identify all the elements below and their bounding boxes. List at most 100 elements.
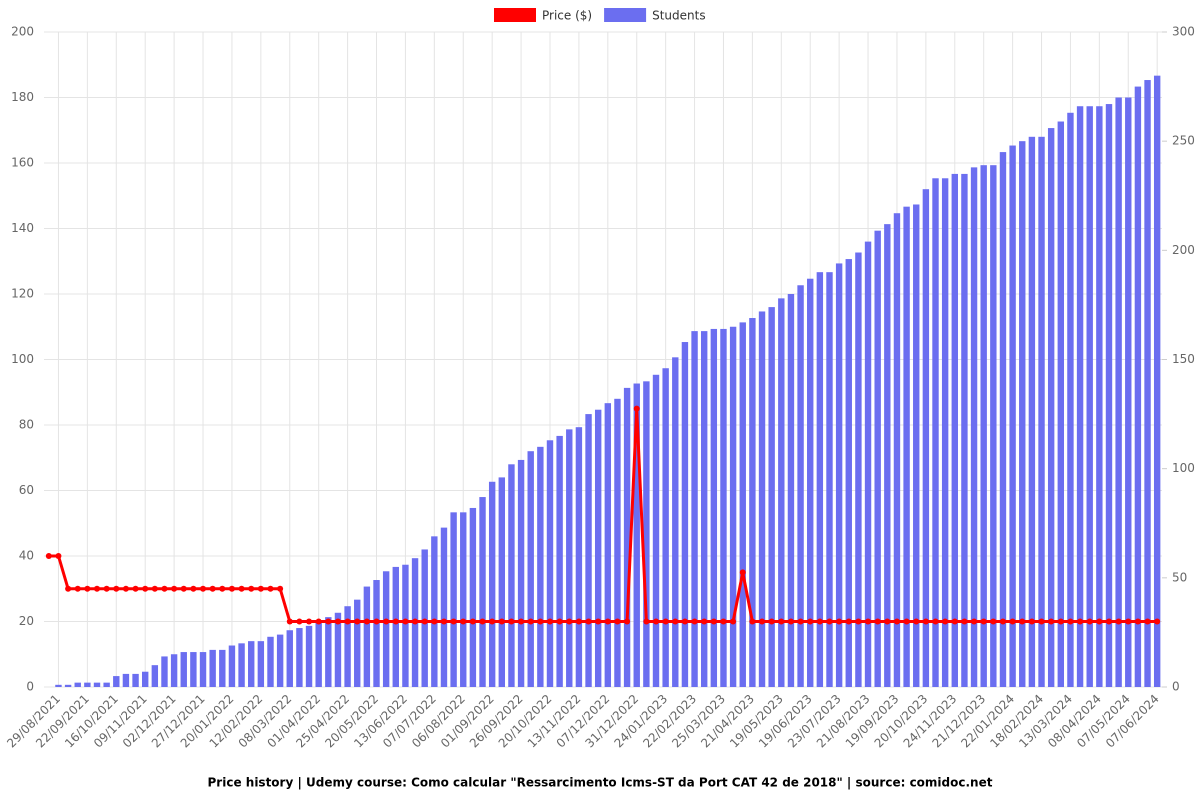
bar — [835, 263, 843, 687]
point — [759, 618, 766, 625]
bar — [941, 178, 949, 688]
point — [1028, 618, 1035, 625]
legend-label: Students — [652, 9, 706, 23]
point — [1134, 618, 1141, 625]
point — [643, 618, 650, 625]
point — [84, 585, 91, 592]
point — [479, 618, 486, 625]
point — [701, 618, 708, 625]
bar — [248, 641, 255, 687]
bar — [479, 497, 486, 687]
point — [1096, 618, 1103, 625]
point — [595, 618, 602, 625]
point — [325, 618, 332, 625]
point — [971, 618, 978, 625]
y-tick-label: 180 — [11, 90, 34, 104]
bar — [440, 527, 448, 687]
point — [363, 618, 370, 625]
bar — [141, 671, 149, 687]
point — [1154, 618, 1161, 625]
point — [209, 585, 216, 592]
point — [836, 618, 843, 625]
point — [932, 618, 939, 625]
bar — [546, 440, 554, 687]
point — [855, 618, 862, 625]
bar — [855, 252, 862, 687]
bar — [392, 566, 399, 687]
bar — [1115, 97, 1122, 687]
point — [739, 569, 746, 576]
point — [951, 618, 958, 625]
point — [710, 618, 717, 625]
bar — [980, 165, 987, 687]
point — [180, 585, 187, 592]
bar — [209, 649, 216, 687]
bar — [893, 213, 901, 687]
point — [922, 618, 929, 625]
point — [1125, 618, 1132, 625]
bar — [103, 682, 110, 687]
point — [575, 618, 582, 625]
bar — [672, 357, 679, 687]
point — [961, 618, 968, 625]
point — [440, 618, 447, 625]
bar — [267, 636, 274, 687]
bar — [691, 331, 698, 687]
y-tick-label: 80 — [19, 418, 34, 432]
bar — [199, 652, 207, 687]
bar — [93, 682, 101, 687]
bar — [402, 564, 409, 687]
bar — [903, 206, 910, 687]
bar — [951, 173, 958, 687]
point — [190, 585, 197, 592]
bar — [585, 414, 592, 687]
point — [990, 618, 997, 625]
point — [55, 553, 62, 559]
point — [980, 618, 987, 625]
point — [74, 585, 81, 592]
point — [807, 618, 814, 625]
point — [999, 618, 1006, 625]
point — [412, 618, 419, 625]
point — [884, 618, 891, 625]
y2-tick-label: 300 — [1172, 25, 1195, 39]
point — [691, 618, 698, 625]
bar — [681, 342, 689, 687]
bar — [970, 167, 978, 687]
point — [200, 585, 207, 592]
point — [238, 585, 245, 592]
point — [132, 585, 139, 592]
y-tick-label: 100 — [11, 352, 34, 366]
y2-tick-label: 0 — [1172, 680, 1180, 694]
bar — [74, 682, 81, 687]
point — [344, 618, 351, 625]
bar — [219, 649, 226, 687]
point — [546, 618, 553, 625]
bar — [575, 427, 583, 687]
point — [566, 618, 573, 625]
bar — [1086, 106, 1093, 687]
point — [315, 618, 322, 625]
point — [624, 618, 631, 625]
point — [527, 618, 534, 625]
bar — [999, 152, 1007, 688]
y-tick-label: 40 — [19, 549, 34, 563]
point — [421, 618, 428, 625]
bar — [161, 656, 168, 687]
bar — [652, 374, 660, 687]
bar — [257, 641, 265, 687]
y-tick-label: 140 — [11, 221, 34, 235]
bar — [1125, 97, 1132, 687]
point — [508, 618, 515, 625]
bar — [382, 571, 390, 687]
y2-tick-label: 150 — [1172, 352, 1195, 366]
point — [1115, 618, 1122, 625]
bar — [180, 652, 187, 687]
point — [286, 618, 293, 625]
bar — [498, 477, 506, 687]
point — [45, 553, 52, 559]
y2-tick-label: 200 — [1172, 243, 1195, 257]
bar — [1057, 121, 1065, 688]
point — [893, 618, 900, 625]
point — [94, 585, 101, 592]
